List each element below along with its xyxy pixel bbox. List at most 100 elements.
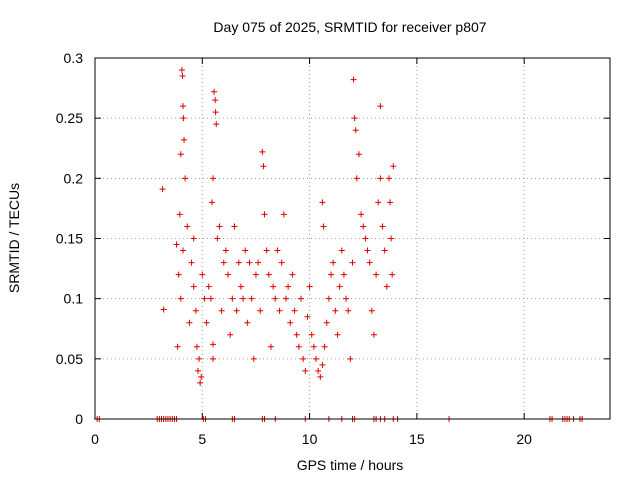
data-point <box>358 211 365 218</box>
data-point <box>229 295 236 302</box>
data-point <box>289 271 296 278</box>
data-point <box>240 295 247 302</box>
data-point <box>190 283 197 290</box>
data-point <box>214 235 221 242</box>
data-point <box>285 283 292 290</box>
data-point <box>383 283 390 290</box>
data-point <box>235 259 242 266</box>
data-point <box>246 259 253 266</box>
y-tick-label: 0.05 <box>56 351 83 367</box>
data-point <box>379 223 386 230</box>
data-point <box>248 295 255 302</box>
data-point <box>300 355 307 362</box>
data-point <box>180 115 187 122</box>
plot-frame <box>94 57 611 420</box>
data-point <box>173 241 180 248</box>
data-point <box>389 271 396 278</box>
data-point <box>212 109 219 116</box>
data-point <box>319 361 326 368</box>
x-tick-label: 5 <box>198 431 206 447</box>
chart-title: Day 075 of 2025, SRMTID for receiver p80… <box>213 19 486 35</box>
data-point <box>370 331 377 338</box>
data-point <box>192 307 199 314</box>
data-point <box>255 259 262 266</box>
data-point <box>282 295 289 302</box>
x-tick-label: 15 <box>409 431 425 447</box>
data-points <box>94 67 586 422</box>
y-tick-label: 0.25 <box>56 110 83 126</box>
data-point <box>375 199 382 206</box>
data-point <box>159 186 166 193</box>
data-point <box>377 103 384 110</box>
x-tick-label: 10 <box>302 431 318 447</box>
data-point <box>203 319 210 326</box>
data-point <box>270 283 277 290</box>
data-point <box>218 307 225 314</box>
data-point <box>362 235 369 242</box>
data-point <box>176 211 183 218</box>
data-point <box>179 103 186 110</box>
data-point <box>347 355 354 362</box>
data-point <box>320 223 327 230</box>
data-point <box>210 355 217 362</box>
data-point <box>201 295 208 302</box>
data-point <box>212 97 219 104</box>
data-point <box>360 223 367 230</box>
data-point <box>310 343 317 350</box>
data-point <box>227 331 234 338</box>
data-point <box>222 247 229 254</box>
data-point <box>179 73 186 80</box>
data-point <box>321 343 328 350</box>
data-point <box>188 259 195 266</box>
data-point <box>355 151 362 158</box>
data-point <box>198 373 205 380</box>
data-point <box>193 343 200 350</box>
data-point <box>265 271 272 278</box>
y-tick-label: 0 <box>75 411 83 427</box>
data-point <box>351 115 358 122</box>
data-point <box>313 355 320 362</box>
data-point <box>210 175 217 182</box>
data-point <box>293 331 300 338</box>
y-tick-label: 0.1 <box>64 291 84 307</box>
data-point <box>207 295 214 302</box>
data-point <box>178 67 185 74</box>
data-point <box>250 355 257 362</box>
data-point <box>280 211 287 218</box>
data-point <box>231 223 238 230</box>
x-tick-label: 20 <box>516 431 532 447</box>
data-point <box>381 247 388 254</box>
data-point <box>345 307 352 314</box>
data-point <box>330 259 337 266</box>
data-point <box>340 271 347 278</box>
data-point <box>196 355 203 362</box>
data-point <box>390 163 397 170</box>
data-point <box>350 76 357 83</box>
data-point <box>387 199 394 206</box>
data-point <box>179 247 186 254</box>
data-point <box>364 247 371 254</box>
data-point <box>291 307 298 314</box>
data-point <box>210 341 217 348</box>
data-point <box>181 136 188 143</box>
data-point <box>195 367 201 374</box>
data-point <box>267 343 274 350</box>
data-point <box>349 259 356 266</box>
data-point <box>252 271 259 278</box>
y-tick-label: 0.15 <box>56 231 83 247</box>
data-point <box>199 271 206 278</box>
data-point <box>323 319 330 326</box>
data-point <box>205 283 212 290</box>
grid <box>95 58 610 419</box>
data-point <box>184 223 191 230</box>
y-tick-label: 0.3 <box>64 50 84 66</box>
data-point <box>175 271 182 278</box>
data-point <box>353 175 360 182</box>
data-point <box>242 247 249 254</box>
data-point <box>197 379 204 386</box>
x-tick-label: 0 <box>91 431 99 447</box>
data-point <box>325 295 332 302</box>
data-point <box>225 271 232 278</box>
data-point <box>287 319 294 326</box>
